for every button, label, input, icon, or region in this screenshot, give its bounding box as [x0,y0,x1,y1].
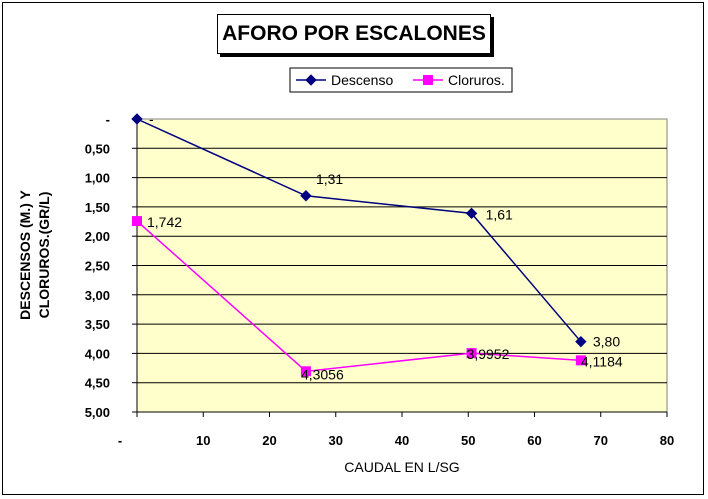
x-tick-label: 40 [395,433,409,448]
y-tick-label: 5,00 [85,405,110,420]
y-tick-label: 0,50 [85,141,110,156]
data-label: - [149,111,154,127]
x-tick-label: 80 [660,433,674,448]
series-line-1 [136,220,581,373]
x-tick-label: - [118,433,122,448]
data-label: 1,61 [486,206,513,222]
x-tick-label: 60 [527,433,541,448]
y-tick-label: 1,00 [85,171,110,186]
x-tick-label: 30 [329,433,343,448]
y-tick-label: 1,50 [85,200,110,215]
legend-box [289,67,513,93]
x-tick-label: 20 [262,433,276,448]
chart-title: AFORO POR ESCALONES [217,14,491,54]
y-tick-label: - [106,112,110,127]
legend-label-0: Descenso [331,72,393,88]
data-label: 3,9952 [467,346,510,362]
data-point-0-2 [465,207,478,220]
x-tick-label: 10 [196,433,210,448]
y-tick-label: 4,50 [85,376,110,391]
legend-marker-0 [305,74,317,86]
data-point-1-1 [300,366,311,377]
y-tick-label: 3,50 [85,317,110,332]
data-point-0-0 [131,113,143,125]
series-line-0 [136,118,582,343]
y-axis-title-line2: CLORUROS.(GR/L) [36,192,52,319]
y-tick-label: 3,00 [85,288,110,303]
legend-label-1: Cloruros. [448,72,505,88]
data-point-0-1 [300,190,312,202]
data-label: 4,1184 [581,353,623,369]
x-tick-label: 70 [594,433,608,448]
data-point-1-3 [575,355,586,366]
legend-marker-1 [423,75,433,85]
data-label: 3,80 [593,334,620,350]
data-point-1-2 [466,348,477,359]
y-tick-label: 2,00 [85,229,110,244]
data-point-1-0 [132,216,142,227]
x-tick-label: 50 [461,433,475,448]
data-label: 1,31 [316,171,343,187]
y-tick-label: 2,50 [85,259,110,274]
data-label: 4,3056 [301,366,344,382]
data-label: 1,742 [147,214,182,230]
y-tick-label: 4,00 [85,346,110,361]
x-axis-title: CAUDAL EN L/SG [344,459,459,475]
data-point-0-3 [575,335,587,348]
y-axis-title-line1: DESCENSOS (M.) Y [17,190,33,320]
